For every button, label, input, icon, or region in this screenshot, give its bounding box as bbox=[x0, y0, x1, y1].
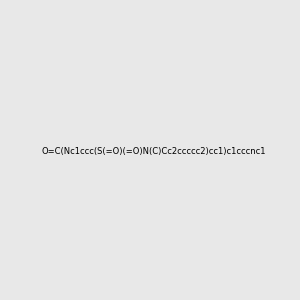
Text: O=C(Nc1ccc(S(=O)(=O)N(C)Cc2ccccc2)cc1)c1cccnc1: O=C(Nc1ccc(S(=O)(=O)N(C)Cc2ccccc2)cc1)c1… bbox=[41, 147, 266, 156]
